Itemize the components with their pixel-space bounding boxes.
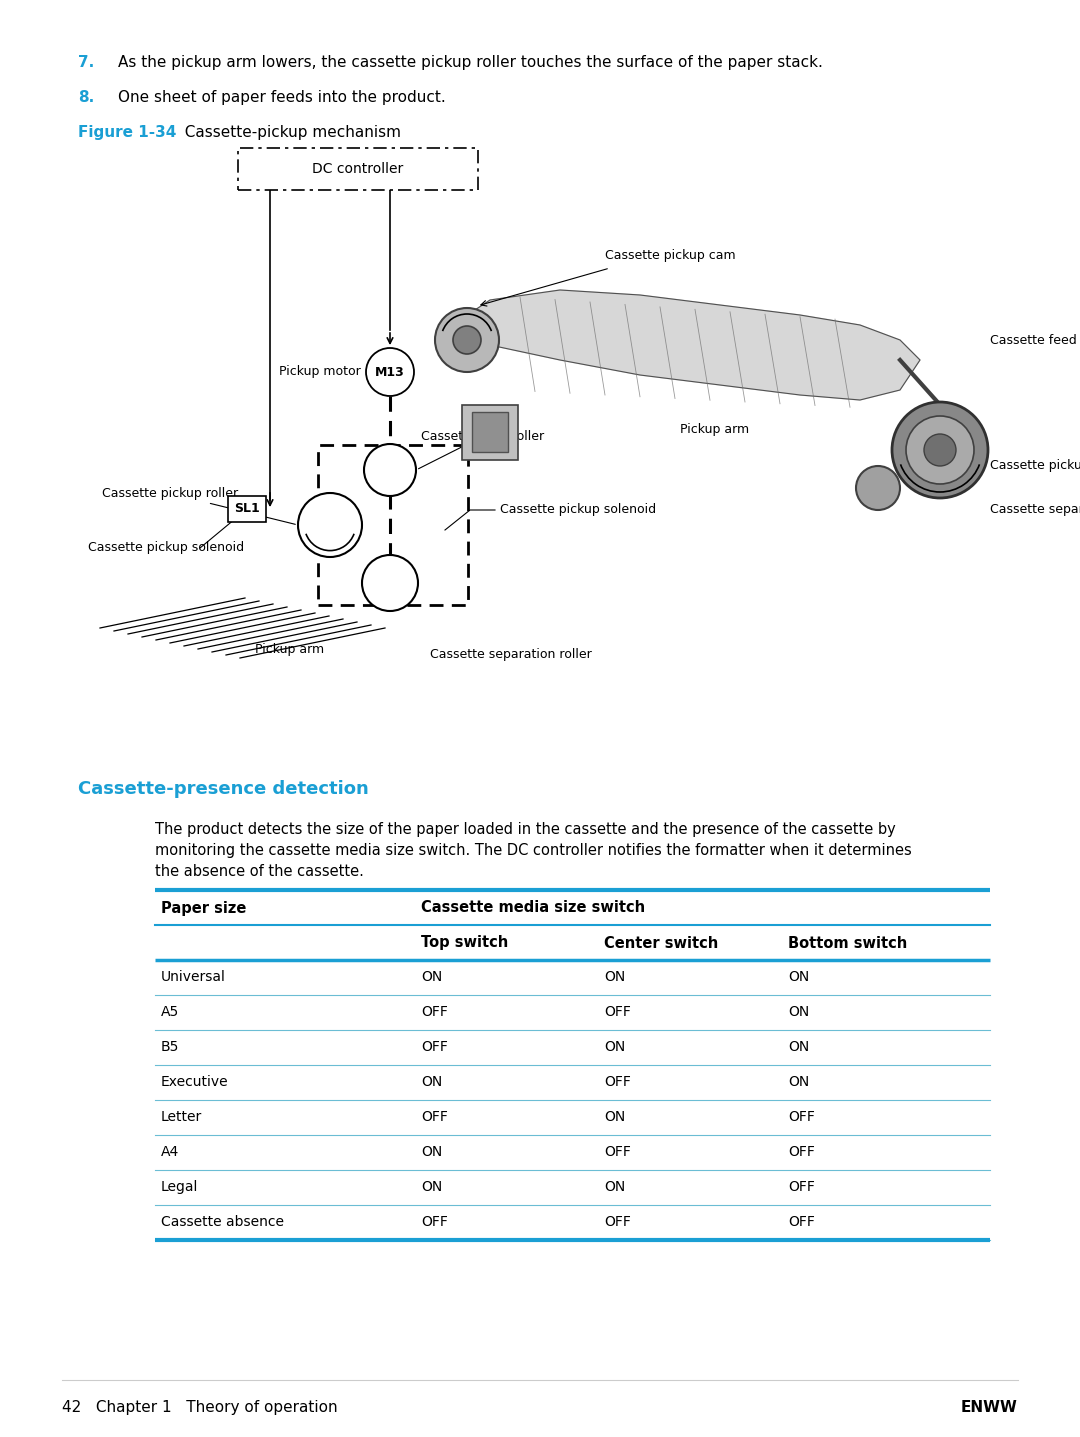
Text: Letter: Letter	[161, 1109, 202, 1124]
Text: OFF: OFF	[604, 1004, 631, 1019]
Text: Legal: Legal	[161, 1180, 199, 1194]
Text: DC controller: DC controller	[312, 162, 404, 175]
Circle shape	[364, 444, 416, 496]
Text: 42   Chapter 1   Theory of operation: 42 Chapter 1 Theory of operation	[62, 1400, 338, 1415]
Text: OFF: OFF	[421, 1004, 448, 1019]
Text: 7.: 7.	[78, 55, 94, 70]
Text: A4: A4	[161, 1145, 179, 1160]
Text: Pickup arm: Pickup arm	[256, 642, 325, 657]
Circle shape	[435, 308, 499, 372]
Text: ON: ON	[421, 1180, 442, 1194]
Bar	[472, 412, 508, 453]
Text: Pickup motor: Pickup motor	[280, 365, 361, 378]
Text: Cassette-presence detection: Cassette-presence detection	[78, 780, 368, 798]
Text: Cassette feed roller: Cassette feed roller	[418, 430, 544, 468]
Circle shape	[906, 415, 974, 484]
Text: OFF: OFF	[421, 1109, 448, 1124]
Bar	[318, 445, 468, 605]
Text: ON: ON	[788, 1004, 809, 1019]
Circle shape	[298, 493, 362, 558]
Text: Figure 1-34: Figure 1-34	[78, 125, 176, 139]
Circle shape	[362, 555, 418, 611]
Text: A5: A5	[161, 1004, 179, 1019]
Text: Cassette separation roller: Cassette separation roller	[430, 648, 592, 661]
Circle shape	[453, 326, 481, 354]
Text: B5: B5	[161, 1040, 179, 1053]
Text: Cassette absence: Cassette absence	[161, 1216, 284, 1229]
Bar	[238, 148, 478, 190]
Text: As the pickup arm lowers, the cassette pickup roller touches the surface of the : As the pickup arm lowers, the cassette p…	[118, 55, 823, 70]
Text: Pickup arm: Pickup arm	[680, 424, 750, 437]
Text: Cassette pickup roller: Cassette pickup roller	[102, 487, 295, 525]
Text: ON: ON	[788, 970, 809, 984]
Text: Cassette pickup solenoid: Cassette pickup solenoid	[500, 503, 657, 516]
Text: 8.: 8.	[78, 91, 94, 105]
Text: OFF: OFF	[604, 1145, 631, 1160]
Text: OFF: OFF	[421, 1216, 448, 1229]
Text: Cassette pickup solenoid: Cassette pickup solenoid	[87, 542, 244, 555]
Circle shape	[856, 466, 900, 510]
Text: The product detects the size of the paper loaded in the cassette and the presenc: The product detects the size of the pape…	[156, 822, 895, 836]
Circle shape	[892, 402, 988, 499]
Text: ON: ON	[604, 1180, 625, 1194]
Text: OFF: OFF	[788, 1145, 815, 1160]
Polygon shape	[460, 290, 920, 399]
Text: ON: ON	[421, 970, 442, 984]
Text: ON: ON	[421, 1145, 442, 1160]
Text: Paper size: Paper size	[161, 901, 246, 915]
Circle shape	[366, 348, 414, 397]
Text: Bottom switch: Bottom switch	[788, 935, 907, 950]
Text: OFF: OFF	[788, 1180, 815, 1194]
Text: Cassette pickup roller: Cassette pickup roller	[990, 458, 1080, 471]
Text: Universal: Universal	[161, 970, 226, 984]
Text: ON: ON	[604, 970, 625, 984]
Text: Center switch: Center switch	[604, 935, 718, 950]
Text: One sheet of paper feeds into the product.: One sheet of paper feeds into the produc…	[118, 91, 446, 105]
Text: ON: ON	[788, 1075, 809, 1089]
Text: Cassette separation roller: Cassette separation roller	[990, 503, 1080, 516]
Text: Top switch: Top switch	[421, 935, 509, 950]
Text: Cassette pickup cam: Cassette pickup cam	[605, 249, 735, 262]
Text: ON: ON	[421, 1075, 442, 1089]
Text: Executive: Executive	[161, 1075, 229, 1089]
Text: Cassette feed roller: Cassette feed roller	[990, 333, 1080, 346]
Text: OFF: OFF	[421, 1040, 448, 1053]
Text: OFF: OFF	[604, 1075, 631, 1089]
Bar	[462, 405, 518, 460]
Text: Cassette media size switch: Cassette media size switch	[421, 901, 645, 915]
Text: ON: ON	[788, 1040, 809, 1053]
Text: ON: ON	[604, 1040, 625, 1053]
Bar	[228, 496, 266, 522]
Text: ENWW: ENWW	[961, 1400, 1018, 1415]
Text: ON: ON	[604, 1109, 625, 1124]
Text: monitoring the cassette media size switch. The DC controller notifies the format: monitoring the cassette media size switc…	[156, 844, 912, 858]
Text: M13: M13	[375, 365, 405, 378]
Circle shape	[924, 434, 956, 466]
Text: OFF: OFF	[788, 1216, 815, 1229]
Text: OFF: OFF	[788, 1109, 815, 1124]
Text: Cassette-pickup mechanism: Cassette-pickup mechanism	[175, 125, 401, 139]
Text: the absence of the cassette.: the absence of the cassette.	[156, 864, 364, 879]
Text: OFF: OFF	[604, 1216, 631, 1229]
Text: SL1: SL1	[234, 503, 260, 516]
